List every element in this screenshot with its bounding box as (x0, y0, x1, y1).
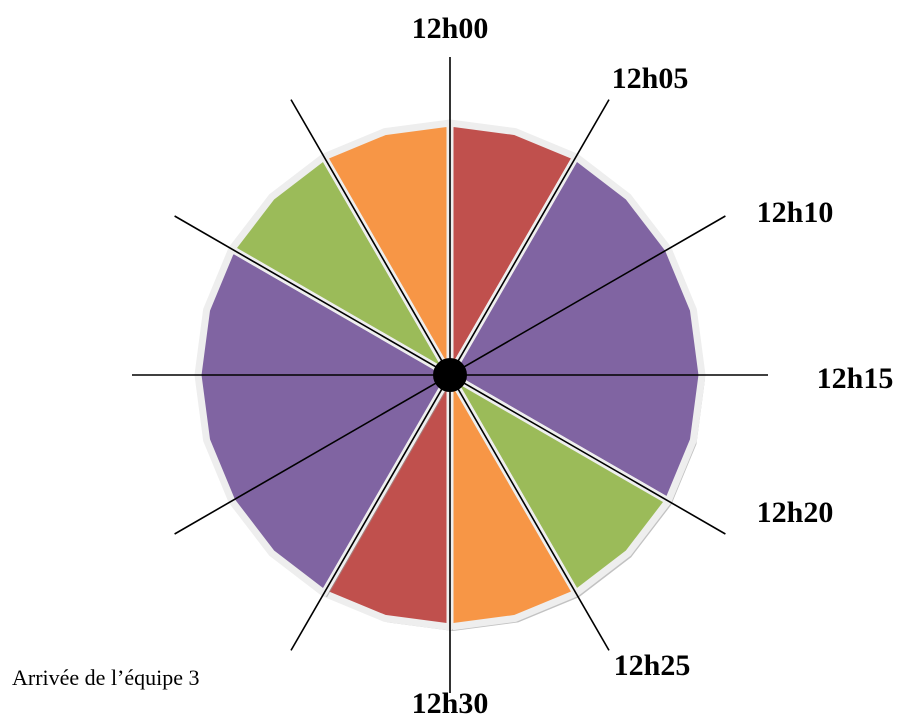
caption: Arrivée de l’équipe 3 (12, 665, 200, 690)
time-label: 12h15 (817, 362, 894, 395)
segment (446, 153, 706, 505)
time-label: 12h25 (614, 649, 691, 682)
time-label: 12h00 (412, 12, 489, 45)
time-label: 12h10 (757, 196, 834, 229)
time-label: 12h20 (757, 496, 834, 529)
time-label: 12h30 (412, 687, 489, 720)
center-dot (433, 358, 467, 392)
segment (194, 245, 454, 597)
time-label: 12h05 (612, 62, 689, 95)
